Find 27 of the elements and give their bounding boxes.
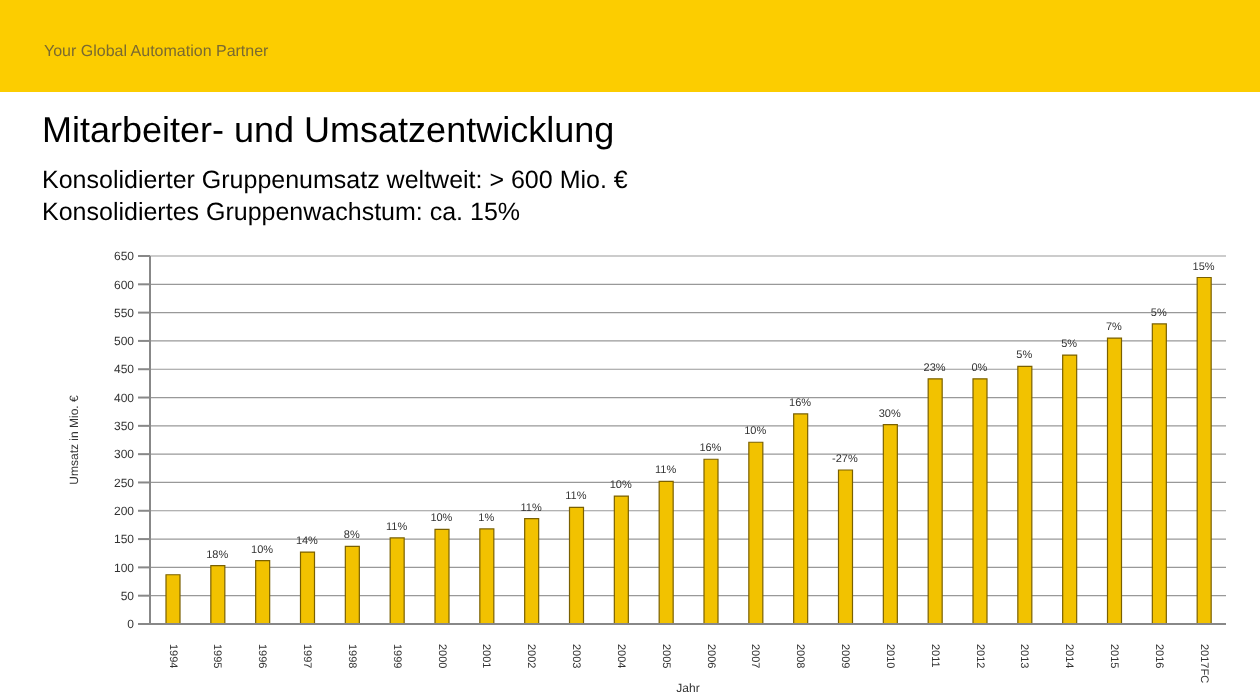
bar bbox=[613, 495, 629, 624]
chart-title: Mitarbeiter- und Umsatzentwicklung bbox=[42, 110, 615, 152]
bar bbox=[793, 413, 809, 624]
bar bbox=[479, 528, 495, 624]
bar bbox=[1017, 365, 1033, 624]
bar bbox=[927, 378, 943, 624]
bar bbox=[1151, 323, 1167, 624]
bar bbox=[210, 565, 226, 624]
chart-subtitle: Konsolidierter Gruppenumsatz weltweit: > 600 Mio. € Konsolidiertes Gruppenwachstum: ca. 15% bbox=[42, 164, 628, 228]
bar bbox=[972, 378, 988, 624]
bar bbox=[568, 506, 585, 624]
bar bbox=[1062, 354, 1078, 624]
bar bbox=[882, 424, 898, 624]
bar bbox=[389, 537, 405, 624]
bar bbox=[748, 441, 764, 624]
bar bbox=[1106, 337, 1123, 624]
bar bbox=[837, 469, 854, 624]
bar bbox=[165, 574, 181, 624]
bar bbox=[299, 551, 316, 624]
bar bbox=[658, 480, 674, 624]
bar bbox=[703, 458, 719, 624]
bar bbox=[255, 559, 271, 624]
bar bbox=[1196, 276, 1212, 624]
bar bbox=[434, 528, 450, 624]
header-strip: Your Global Automation Partner bbox=[0, 0, 1260, 92]
bar bbox=[344, 545, 360, 624]
bar bbox=[524, 518, 540, 624]
